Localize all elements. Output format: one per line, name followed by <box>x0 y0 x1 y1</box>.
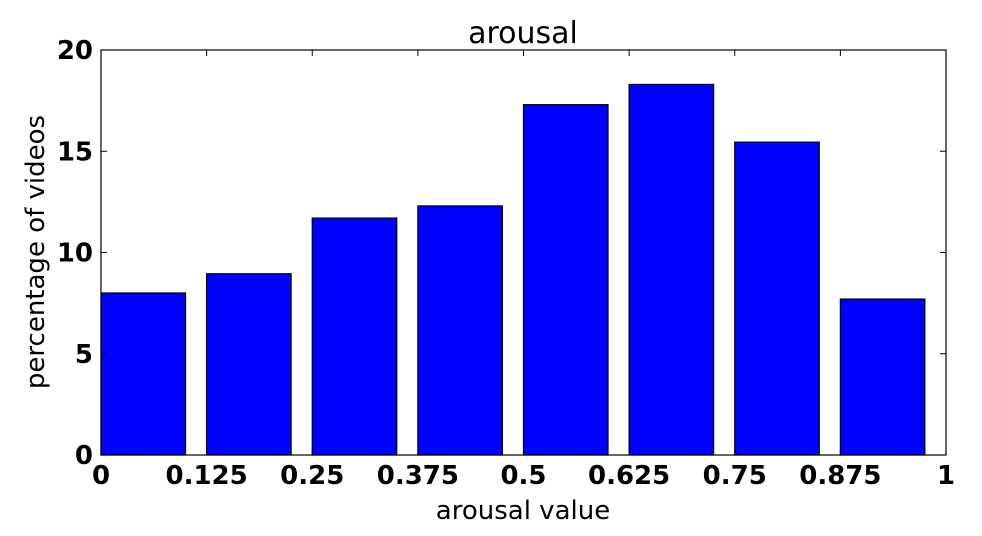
y-tick-label-4: 20 <box>57 36 93 66</box>
bar-3 <box>417 205 503 456</box>
bar-5 <box>628 83 715 456</box>
bar-2 <box>311 217 398 456</box>
y-axis-label: percentage of videos <box>21 115 51 389</box>
ticks-group: 0 0.125 0.25 0.375 0.5 0.625 0.75 0.875 10510152… <box>57 36 955 491</box>
x-tick-label-0: 0 <box>92 461 110 491</box>
bar-7 <box>839 298 926 456</box>
y-tick-label-2: 10 <box>57 239 93 269</box>
bar-1 <box>206 273 292 456</box>
x-axis-label: arousal value <box>436 496 610 526</box>
chart-title: arousal <box>468 16 578 51</box>
bar-6 <box>734 141 820 456</box>
x-tick-label-8: 1 <box>937 461 955 491</box>
y-tick-label-1: 5 <box>75 340 93 370</box>
x-tick-label-7: 0.875 <box>799 461 881 491</box>
plot-frame <box>100 49 947 456</box>
bars-group <box>100 83 926 456</box>
y-tick-label-0: 0 <box>75 441 93 471</box>
bar-0 <box>100 292 187 456</box>
x-tick-label-2: 0.25 <box>280 461 344 491</box>
x-tick-label-4: 0.5 <box>500 461 546 491</box>
y-tick-label-3: 15 <box>57 137 93 167</box>
bar-4 <box>522 104 609 456</box>
x-tick-label-6: 0.75 <box>703 461 767 491</box>
x-tick-label-3: 0.375 <box>377 461 459 491</box>
x-tick-label-5: 0.625 <box>588 461 670 491</box>
x-tick-label-1: 0.125 <box>166 461 248 491</box>
